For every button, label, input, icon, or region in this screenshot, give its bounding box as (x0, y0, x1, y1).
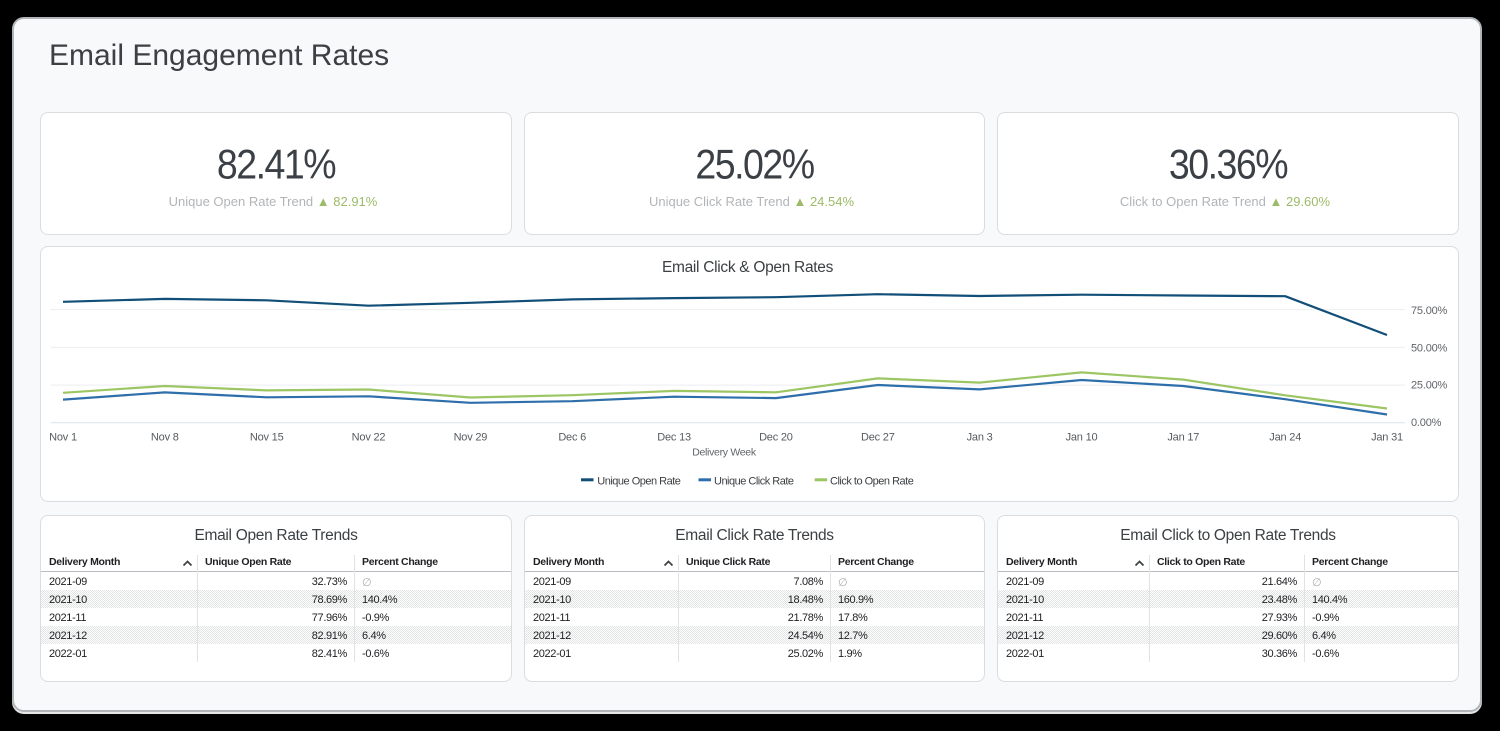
svg-text:Dec 6: Dec 6 (558, 432, 586, 444)
svg-text:Nov 22: Nov 22 (352, 432, 386, 444)
svg-text:Jan 10: Jan 10 (1066, 432, 1098, 444)
svg-text:Nov 8: Nov 8 (151, 432, 179, 444)
svg-text:Nov 1: Nov 1 (49, 432, 77, 444)
svg-text:Jan 17: Jan 17 (1167, 432, 1199, 444)
svg-text:Dec 27: Dec 27 (861, 432, 895, 444)
svg-text:Jan 24: Jan 24 (1269, 432, 1301, 444)
svg-text:75.00%: 75.00% (1411, 305, 1448, 317)
svg-text:0.00%: 0.00% (1411, 417, 1442, 429)
svg-text:Click to Open Rate: Click to Open Rate (830, 476, 914, 488)
svg-text:Unique Open Rate: Unique Open Rate (597, 476, 680, 488)
svg-text:Jan 31: Jan 31 (1371, 432, 1403, 444)
svg-text:Delivery Week: Delivery Week (692, 447, 757, 459)
svg-text:50.00%: 50.00% (1411, 342, 1448, 354)
svg-text:25.00%: 25.00% (1411, 380, 1448, 392)
svg-text:Unique Click Rate: Unique Click Rate (714, 476, 794, 488)
svg-text:Jan 3: Jan 3 (967, 432, 993, 444)
svg-text:Nov 15: Nov 15 (250, 432, 284, 444)
svg-text:Dec 20: Dec 20 (759, 432, 793, 444)
svg-text:Dec 13: Dec 13 (657, 432, 691, 444)
svg-text:Nov 29: Nov 29 (454, 432, 488, 444)
